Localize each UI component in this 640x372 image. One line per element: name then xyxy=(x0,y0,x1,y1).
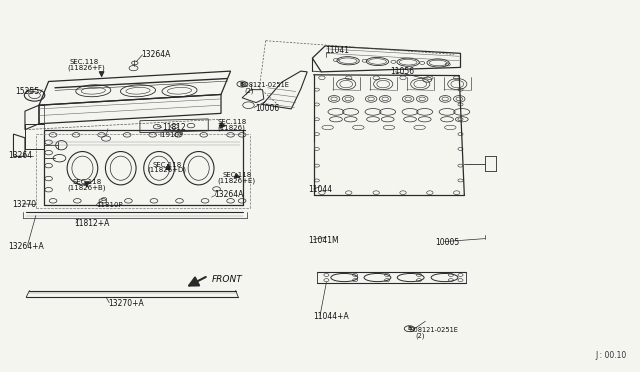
Text: 11044+A: 11044+A xyxy=(314,312,349,321)
Text: B: B xyxy=(407,326,412,331)
Text: (11826): (11826) xyxy=(218,125,246,131)
Text: 11056: 11056 xyxy=(390,67,414,76)
Text: SEC.118: SEC.118 xyxy=(223,172,252,178)
Text: (11826+F): (11826+F) xyxy=(67,64,105,71)
Text: (11826+D): (11826+D) xyxy=(148,167,187,173)
Text: 13270: 13270 xyxy=(12,200,36,209)
Text: 13270+A: 13270+A xyxy=(108,299,144,308)
Text: SEC.118: SEC.118 xyxy=(218,119,247,125)
Text: 11044: 11044 xyxy=(308,185,333,194)
Text: J : 00.10: J : 00.10 xyxy=(595,351,627,360)
Text: 13264+A: 13264+A xyxy=(8,241,44,250)
Text: 11810P: 11810P xyxy=(97,202,123,208)
Text: 11041: 11041 xyxy=(325,46,349,55)
Text: SEC.118: SEC.118 xyxy=(70,59,99,65)
Text: B: B xyxy=(240,81,244,87)
Text: 11041M: 11041M xyxy=(308,236,339,245)
Text: FRONT: FRONT xyxy=(211,275,242,284)
Text: 10006: 10006 xyxy=(255,104,279,113)
Text: SEC.118: SEC.118 xyxy=(153,161,182,167)
Text: B08121-0251E: B08121-0251E xyxy=(410,327,458,333)
Text: B08121-0251E: B08121-0251E xyxy=(240,82,289,88)
Text: 15255: 15255 xyxy=(15,87,39,96)
Text: (11826+B): (11826+B) xyxy=(67,185,106,191)
Text: 13264A: 13264A xyxy=(214,190,244,199)
Text: 11812: 11812 xyxy=(163,123,186,132)
Text: (2): (2) xyxy=(244,87,254,94)
Text: SEC.118: SEC.118 xyxy=(72,179,102,185)
Text: (2): (2) xyxy=(416,332,426,339)
Text: 13264A: 13264A xyxy=(141,50,171,59)
Text: (11826+E): (11826+E) xyxy=(218,177,256,184)
Text: 13264: 13264 xyxy=(8,151,33,160)
Text: i1910P: i1910P xyxy=(159,132,183,138)
Text: 11812+A: 11812+A xyxy=(74,219,109,228)
Text: 10005: 10005 xyxy=(435,238,460,247)
